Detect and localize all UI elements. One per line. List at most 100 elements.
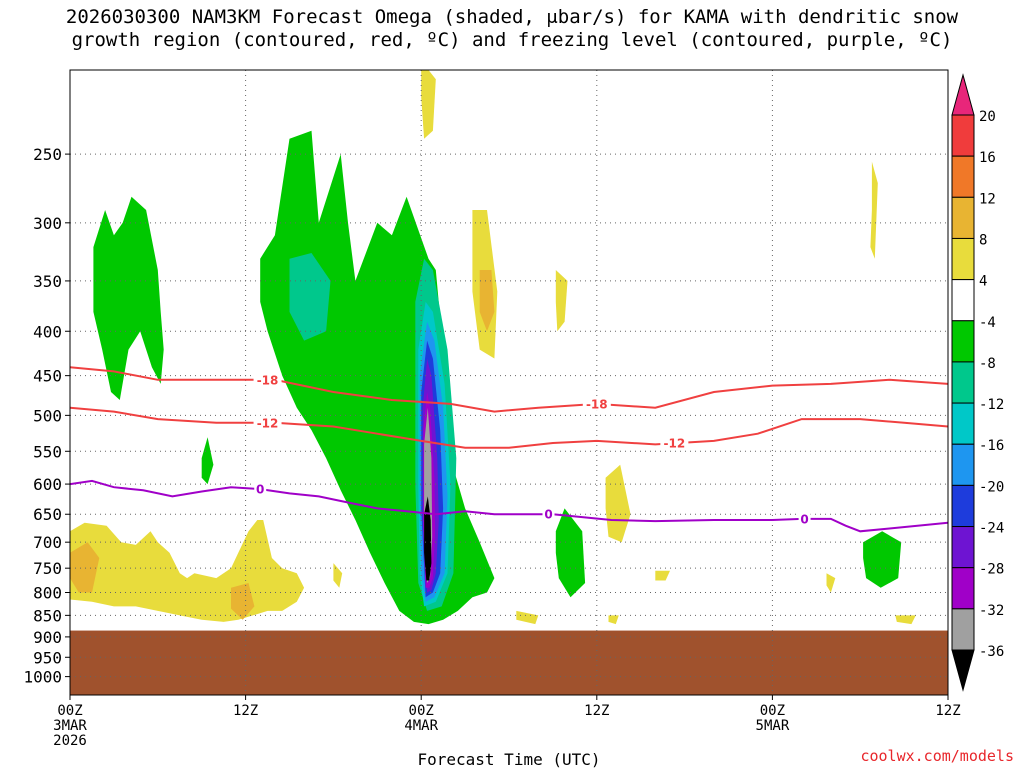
omega-region-22	[333, 563, 343, 588]
colorbar-box-2	[951, 196, 975, 239]
y-axis: 250 300 350 400 450 500 550 600 650 700 750 800 850 9…	[23, 145, 70, 687]
y-tick-label-600: 600	[33, 475, 62, 494]
y-tick-label-700: 700	[33, 533, 62, 552]
y-tick-label-300: 300	[33, 214, 62, 233]
omega-region-20	[70, 542, 100, 593]
colorbar-box-5	[951, 320, 975, 363]
colorbar-label-7: -12	[979, 397, 1004, 413]
contour--12	[70, 406, 948, 449]
chart-title: 2026030300 NAM3KM Forecast Omega (shaded…	[0, 6, 1024, 52]
y-tick-label-1000: 1000	[23, 668, 62, 687]
omega-region-0	[93, 196, 164, 400]
contour-label-bg-0-2	[798, 511, 811, 526]
x-tick-label-3-0: 12Z	[584, 703, 609, 719]
contour-label-bg--18-0	[253, 372, 282, 387]
y-tick-label-800: 800	[33, 584, 62, 603]
colorbar-top-arrow	[951, 73, 975, 116]
omega-region-14	[421, 70, 436, 139]
omega-region-17	[555, 270, 568, 332]
omega-region-16	[479, 270, 495, 332]
x-tick-label-2-0: 00Z	[409, 703, 434, 719]
y-tick-label-650: 650	[33, 505, 62, 524]
colorbar-box-11	[951, 567, 975, 610]
ground-fill	[70, 630, 948, 695]
y-tick-label-550: 550	[33, 442, 62, 461]
y-tick-label-850: 850	[33, 606, 62, 625]
colorbar-box-0	[951, 114, 975, 157]
temperature-contours: -18 -18 -12 -12 0 0 0	[70, 366, 948, 533]
omega-region-5	[289, 253, 331, 341]
colorbar-label-10: -24	[979, 521, 1004, 537]
watermark: coolwx.com/models	[860, 747, 1014, 765]
x-tick-label-2-1: 4MAR	[404, 718, 438, 734]
y-tick-label-900: 900	[33, 628, 62, 647]
y-tick-label-400: 400	[33, 322, 62, 341]
x-axis-label: Forecast Time (UTC)	[417, 750, 600, 768]
colorbar-bottom-arrow	[951, 649, 975, 692]
colorbar-box-4	[951, 279, 975, 322]
y-tick-label-350: 350	[33, 272, 62, 291]
x-tick-label-0-1: 3MAR	[53, 718, 87, 734]
omega-region-28	[895, 615, 916, 625]
colorbar-label-2: 12	[979, 191, 996, 207]
colorbar-box-9	[951, 484, 975, 528]
contour-label--18-0: -18	[257, 373, 279, 387]
colorbar-label-12: -32	[979, 603, 1004, 619]
contour-label-0-0: 0	[256, 483, 264, 497]
contour-label-bg-0-0	[254, 482, 267, 497]
chart-title-line2: growth region (contoured, red, ºC) and f…	[71, 29, 953, 51]
colorbar-label-1: 16	[979, 150, 996, 166]
omega-region-4	[863, 531, 902, 588]
colorbar-label-9: -20	[979, 479, 1004, 495]
omega-region-2	[201, 437, 214, 485]
contour-label--12-0: -12	[257, 416, 279, 430]
colorbar-label-6: -8	[979, 356, 996, 372]
x-tick-label-1-0: 12Z	[233, 703, 258, 719]
colorbar-box-10	[951, 526, 975, 569]
omega-shading	[70, 70, 916, 625]
colorbar-box-6	[951, 361, 975, 404]
x-tick-label-5-0: 12Z	[935, 703, 960, 719]
omega-region-3	[555, 508, 586, 598]
contour-label-bg--12-1	[660, 436, 689, 451]
contour-label--18-1: -18	[586, 397, 608, 411]
plot-frame	[69, 69, 949, 696]
contour-0	[70, 479, 948, 533]
contour-label--12-1: -12	[664, 437, 686, 451]
colorbar-label-3: 8	[979, 232, 987, 248]
omega-region-26	[655, 570, 670, 581]
colorbar-label-5: -4	[979, 315, 996, 331]
x-tick-label-0-2: 2026	[53, 733, 87, 749]
contour-label-0-1: 0	[544, 508, 552, 522]
colorbar-label-13: -36	[979, 644, 1004, 660]
x-tick-label-0-0: 00Z	[57, 703, 82, 719]
contour-label-0-2: 0	[800, 512, 808, 526]
y-tick-label-450: 450	[33, 367, 62, 386]
omega-region-18	[870, 161, 878, 259]
omega-region-21	[231, 583, 255, 620]
omega-region-13	[424, 496, 432, 581]
y-tick-label-500: 500	[33, 406, 62, 425]
omega-region-27	[826, 573, 836, 593]
contour-label-bg--12-0	[253, 415, 282, 430]
colorbar-label-8: -16	[979, 438, 1004, 454]
chart-title-line1: 2026030300 NAM3KM Forecast Omega (shaded…	[65, 6, 959, 28]
y-tick-label-750: 750	[33, 559, 62, 578]
grid-lines	[70, 70, 948, 695]
colorbar: 20 16 12 8 4 -4 -8 -12 -16 -20 -24 -28 -32 -36	[951, 73, 1004, 692]
omega-region-24	[516, 610, 539, 625]
x-tick-label-4-0: 00Z	[760, 703, 785, 719]
contour-label-bg--18-1	[582, 396, 611, 411]
colorbar-box-1	[951, 155, 975, 198]
colorbar-box-12	[951, 608, 975, 651]
contour-label-bg-0-1	[542, 507, 555, 522]
omega-region-25	[608, 615, 619, 625]
colorbar-label-0: 20	[979, 109, 996, 125]
contour--18	[70, 366, 948, 413]
colorbar-box-3	[951, 237, 975, 281]
colorbar-box-8	[951, 443, 975, 486]
colorbar-label-11: -28	[979, 562, 1004, 578]
y-tick-label-950: 950	[33, 648, 62, 667]
